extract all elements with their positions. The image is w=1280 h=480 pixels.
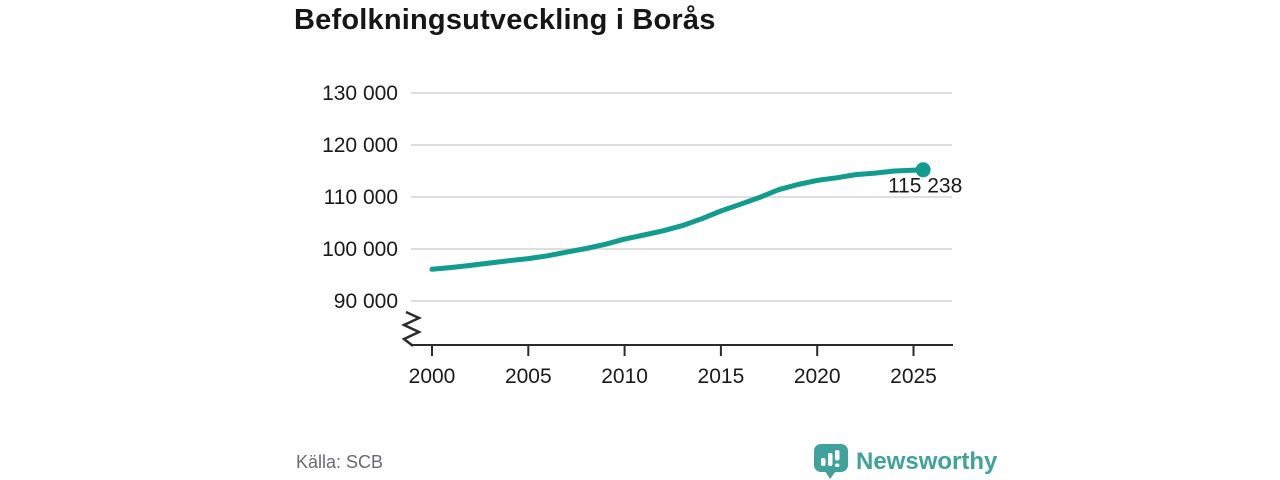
newsworthy-wordmark: Newsworthy [856,448,998,475]
axis-break-icon [401,310,422,347]
y-tick-label: 110 000 [324,186,398,209]
y-tick-label: 120 000 [322,134,398,157]
y-tick-label: 130 000 [322,82,398,105]
x-tick-label: 2010 [601,365,648,388]
y-tick-label: 90 000 [334,290,398,313]
latest-value-label: 115 238 [888,174,962,197]
bar-chart-speech-bubble-icon [814,444,848,479]
x-tick-label: 2025 [890,365,937,388]
x-tick-label: 2015 [698,365,745,388]
newsworthy-logo[interactable]: Newsworthy [813,443,997,480]
x-tick-label: 2020 [794,365,841,388]
population-line [429,167,926,272]
source-label: Källa: SCB [296,452,384,472]
y-tick-label: 100 000 [322,238,398,261]
latest-point-marker [915,162,931,178]
chart-title: Befolkningsutveckling i Borås [294,4,716,36]
x-tick-label: 2005 [505,365,552,388]
x-tick-label: 2000 [409,365,456,388]
